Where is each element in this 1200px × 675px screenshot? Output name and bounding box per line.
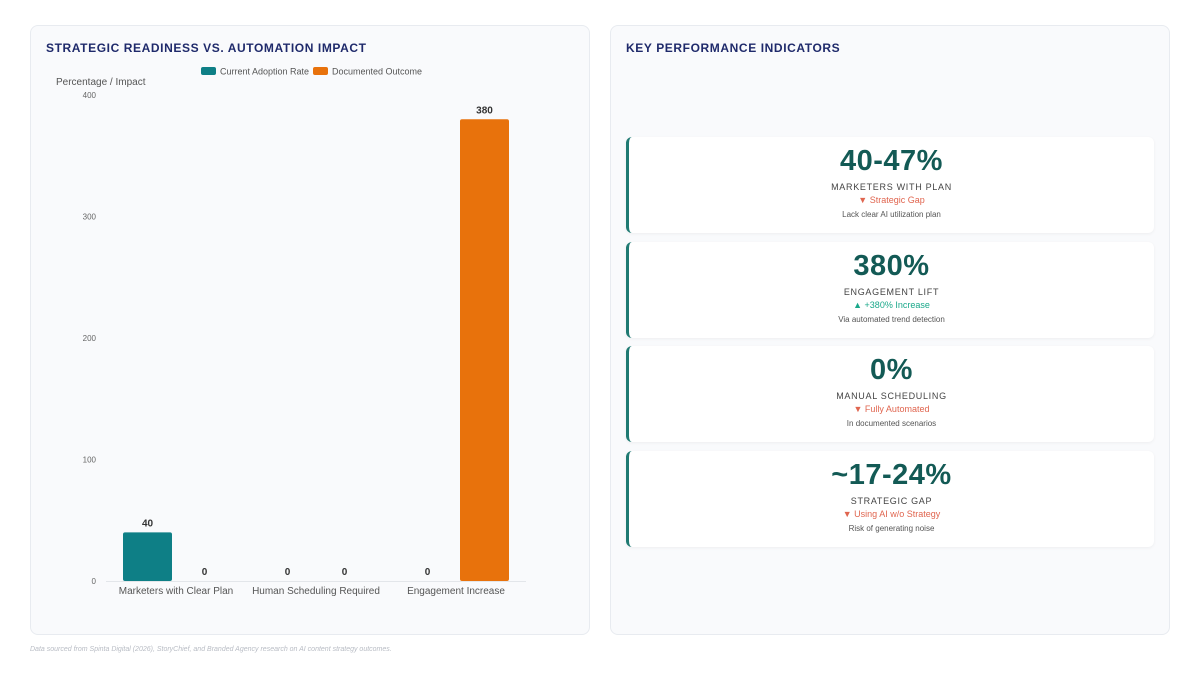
data-label: 40 bbox=[142, 518, 154, 529]
kpi-trend: ▲ +380% Increase bbox=[853, 300, 930, 310]
data-label: 0 bbox=[425, 567, 431, 578]
y-tick-label: 300 bbox=[83, 213, 97, 222]
bar-chart: Percentage / Impact0100200300400Current … bbox=[56, 67, 526, 597]
x-tick-label: Human Scheduling Required bbox=[252, 586, 380, 597]
y-tick-label: 200 bbox=[83, 334, 97, 343]
kpi-value: 0% bbox=[870, 354, 913, 386]
data-label: 0 bbox=[202, 567, 208, 578]
y-tick-label: 100 bbox=[83, 456, 97, 465]
bar-outcome bbox=[460, 119, 509, 582]
data-label: 0 bbox=[342, 567, 348, 578]
legend-label: Current Adoption Rate bbox=[220, 67, 309, 77]
kpi-panel-title: KEY PERFORMANCE INDICATORS bbox=[626, 41, 841, 55]
chart-panel: STRATEGIC READINESS VS. AUTOMATION IMPAC… bbox=[30, 25, 590, 635]
kpi-card-engagement-lift: 380% ENGAGEMENT LIFT ▲ +380% Increase Vi… bbox=[626, 242, 1154, 338]
y-tick-label: 0 bbox=[92, 577, 97, 586]
kpi-label: MANUAL SCHEDULING bbox=[836, 391, 947, 401]
chart-title: STRATEGIC READINESS VS. AUTOMATION IMPAC… bbox=[46, 41, 367, 55]
kpi-description: Via automated trend detection bbox=[838, 315, 945, 324]
data-label: 380 bbox=[476, 105, 493, 116]
kpi-card-manual-scheduling: 0% MANUAL SCHEDULING ▼ Fully Automated I… bbox=[626, 346, 1154, 442]
kpi-trend: ▼ Fully Automated bbox=[853, 404, 930, 414]
legend-swatch bbox=[313, 67, 328, 75]
x-tick-label: Marketers with Clear Plan bbox=[119, 586, 233, 597]
kpi-label: STRATEGIC GAP bbox=[850, 496, 933, 506]
kpi-description: Risk of generating noise bbox=[848, 524, 935, 533]
x-tick-label: Engagement Increase bbox=[407, 586, 505, 597]
source-footnote: Data sourced from Spinta Digital (2026),… bbox=[30, 646, 392, 653]
kpi-description: In documented scenarios bbox=[846, 419, 937, 428]
kpi-description: Lack clear AI utilization plan bbox=[842, 210, 941, 219]
y-tick-label: 400 bbox=[83, 91, 97, 100]
kpi-trend: ▼ Strategic Gap bbox=[858, 195, 925, 205]
kpi-panel: KEY PERFORMANCE INDICATORS 40-47% MARKET… bbox=[610, 25, 1170, 635]
legend-label: Documented Outcome bbox=[332, 67, 422, 77]
y-axis-title: Percentage / Impact bbox=[56, 77, 146, 88]
kpi-trend: ▼ Using AI w/o Strategy bbox=[842, 509, 941, 519]
kpi-value: ~17-24% bbox=[831, 459, 952, 491]
legend-swatch bbox=[201, 67, 216, 75]
kpi-value: 380% bbox=[853, 250, 930, 282]
kpi-label: MARKETERS WITH PLAN bbox=[831, 182, 952, 192]
data-label: 0 bbox=[285, 567, 291, 578]
kpi-card-strategic-gap: ~17-24% STRATEGIC GAP ▼ Using AI w/o Str… bbox=[626, 451, 1154, 547]
kpi-label: ENGAGEMENT LIFT bbox=[843, 287, 940, 297]
kpi-card-marketers-with-plan: 40-47% MARKETERS WITH PLAN ▼ Strategic G… bbox=[626, 137, 1154, 233]
bar-adoption bbox=[123, 532, 172, 581]
kpi-value: 40-47% bbox=[840, 145, 943, 177]
